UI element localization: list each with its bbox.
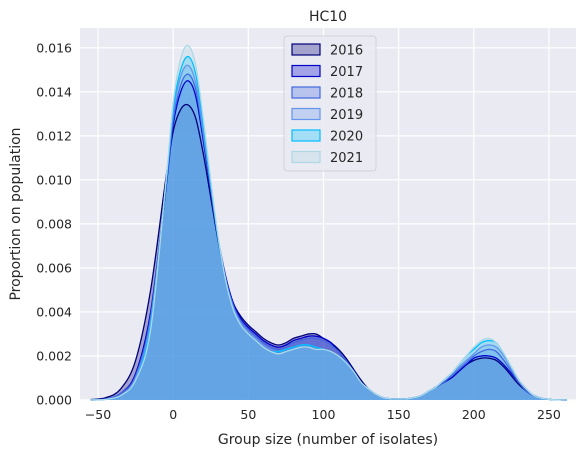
legend-label-2019: 2019 (330, 108, 363, 123)
x-tick-label: 50 (240, 407, 256, 422)
legend-swatch-2017 (291, 64, 321, 78)
y-tick-label: 0.004 (36, 304, 72, 319)
x-tick-label: 100 (312, 407, 336, 422)
y-axis-ticks: 0.000 0.002 0.004 0.006 0.008 0.010 0.012 0.014… (36, 40, 72, 407)
y-tick-label: 0.002 (36, 348, 72, 363)
y-tick-label: 0.016 (36, 40, 72, 55)
legend-label-2021: 2021 (330, 151, 363, 166)
x-tick-label: 250 (537, 407, 561, 422)
legend-swatch-2020 (291, 129, 321, 142)
x-tick-label: −50 (85, 407, 111, 422)
legend-swatch-2021 (291, 150, 321, 164)
density-area-2019 (90, 65, 567, 400)
x-tick-label: 0 (169, 407, 177, 422)
legend-swatch-2018 (291, 86, 321, 99)
y-tick-label: 0.008 (36, 216, 72, 231)
density-line-2018 (90, 73, 567, 401)
y-tick-label: 0.000 (36, 393, 72, 408)
density-lines (90, 44, 567, 401)
density-area-2021 (90, 45, 567, 401)
x-tick-label: 150 (387, 407, 411, 422)
legend-label-2020: 2020 (330, 130, 363, 145)
density-area-2017 (90, 80, 567, 401)
y-tick-label: 0.014 (36, 84, 72, 99)
legend-label-2018: 2018 (330, 87, 363, 102)
x-tick-label: 200 (462, 407, 486, 422)
y-tick-label: 0.010 (36, 172, 72, 187)
y-tick-label: 0.012 (36, 128, 72, 143)
legend: 2016 2017 2018 2019 2020 2021 (283, 35, 377, 172)
chart-title: HC10 (309, 9, 347, 25)
legend-box (283, 35, 377, 172)
y-tick-label: 0.006 (36, 260, 72, 275)
y-axis-label: Proportion on population (8, 127, 24, 300)
legend-label-2017: 2017 (330, 65, 363, 80)
density-area-2016 (90, 104, 567, 401)
density-area-2018 (90, 74, 567, 400)
density-line-2021 (90, 44, 567, 401)
legend-swatch-2016 (291, 43, 321, 56)
x-axis-ticks: −50 0 50 100 150 200 250 (85, 407, 561, 422)
x-axis-label: Group size (number of isolates) (218, 432, 438, 448)
legend-swatch-2019 (291, 107, 321, 121)
density-line-2016 (90, 103, 567, 401)
legend-label-2016: 2016 (330, 44, 363, 59)
density-area-2020 (90, 56, 567, 401)
density-areas (90, 45, 567, 401)
